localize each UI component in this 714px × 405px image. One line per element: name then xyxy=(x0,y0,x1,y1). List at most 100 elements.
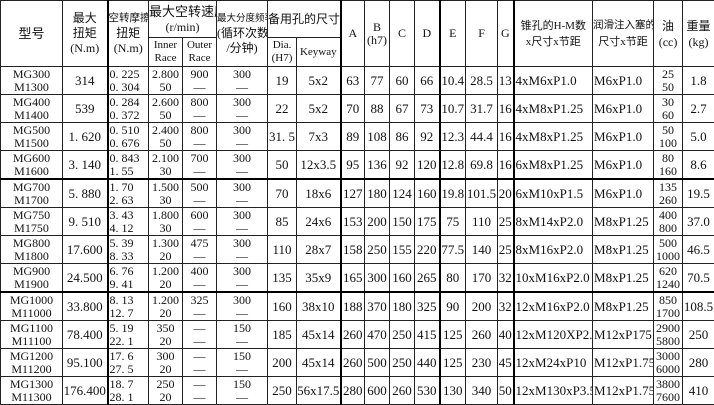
cell-tap: 4xM6xP1.0 xyxy=(514,67,593,95)
cell-outer: 500— xyxy=(183,179,217,208)
cell-G: 45 xyxy=(498,349,514,377)
cell-outer: 800— xyxy=(183,123,217,151)
cell-E: 125 xyxy=(440,349,466,377)
cell-keyway: 35x9 xyxy=(297,264,341,293)
col-oil: 油(cc) xyxy=(654,1,683,67)
cell-B: 250 xyxy=(365,236,390,264)
cell-G: 25 xyxy=(498,236,514,264)
cell-A: 158 xyxy=(341,236,365,264)
cell-keyway: 45x14 xyxy=(297,321,341,349)
cell-index: 300— xyxy=(217,95,268,123)
cell-outer: 325— xyxy=(183,292,217,321)
cell-dia: 22 xyxy=(268,95,297,123)
cell-index: 300— xyxy=(217,208,268,236)
cell-G: 20 xyxy=(498,179,514,208)
cell-outer: 600— xyxy=(183,208,217,236)
cell-tap: 10xM16xP2.0 xyxy=(514,264,593,293)
cell-tap: 4xM8xP1.25 xyxy=(514,95,593,123)
cell-A: 70 xyxy=(341,95,365,123)
cell-F: 69.8 xyxy=(466,151,498,180)
cell-A: 260 xyxy=(341,349,365,377)
cell-B: 108 xyxy=(365,123,390,151)
cell-C: 160 xyxy=(390,264,415,293)
cell-lube: M8xP1.25 xyxy=(593,264,654,293)
cell-torque: 5. 880 xyxy=(63,179,108,208)
cell-tap: 12xM24xP10 xyxy=(514,349,593,377)
cell-dia: 19 xyxy=(268,67,297,95)
cell-E: 80 xyxy=(440,264,466,293)
cell-dia: 250 xyxy=(268,377,297,405)
cell-outer: —— xyxy=(183,377,217,405)
cell-D: 530 xyxy=(415,377,440,405)
cell-outer: 700— xyxy=(183,151,217,180)
cell-lube: M6xP1.0 xyxy=(593,95,654,123)
cell-dia: 85 xyxy=(268,208,297,236)
col-weight: 重量(kg) xyxy=(683,1,714,67)
cell-D: 120 xyxy=(415,151,440,180)
cell-keyway: 24x6 xyxy=(297,208,341,236)
cell-B: 77 xyxy=(365,67,390,95)
cell-B: 300 xyxy=(365,264,390,293)
cell-B: 136 xyxy=(365,151,390,180)
cell-D: 415 xyxy=(415,321,440,349)
cell-torque: 17.600 xyxy=(63,236,108,264)
cell-keyway: 5x2 xyxy=(297,95,341,123)
cell-weight: 46.5 xyxy=(683,236,714,264)
cell-C: 260 xyxy=(390,377,415,405)
cell-lube: M6xP1.0 xyxy=(593,179,654,208)
cell-lube: M12xP1.75 xyxy=(593,377,654,405)
cell-F: 170 xyxy=(466,264,498,293)
cell-E: 12.8 xyxy=(440,151,466,180)
cell-B: 470 xyxy=(365,321,390,349)
cell-weight: 5.0 xyxy=(683,123,714,151)
cell-lube: M8xP1.25 xyxy=(593,292,654,321)
cell-lube: M8xP1.25 xyxy=(593,236,654,264)
cell-C: 150 xyxy=(390,208,415,236)
cell-torque: 314 xyxy=(63,67,108,95)
cell-G: 50 xyxy=(498,377,514,405)
cell-F: 110 xyxy=(466,208,498,236)
cell-E: 10.7 xyxy=(440,95,466,123)
cell-index: 300— xyxy=(217,123,268,151)
cell-keyway: 56x17.5 xyxy=(297,377,341,405)
cell-dia: 185 xyxy=(268,321,297,349)
col-model: 型号 xyxy=(1,1,63,67)
cell-lube: M12xP1.75 xyxy=(593,349,654,377)
cell-weight: 250 xyxy=(683,321,714,349)
col-g: G xyxy=(498,1,514,67)
cell-lube: M12xP175 xyxy=(593,321,654,349)
cell-A: 127 xyxy=(341,179,365,208)
cell-G: 13 xyxy=(498,67,514,95)
cell-lube: M6xP1.0 xyxy=(593,67,654,95)
cell-F: 230 xyxy=(466,349,498,377)
cell-weight: 280 xyxy=(683,349,714,377)
cell-A: 280 xyxy=(341,377,365,405)
cell-index: 150— xyxy=(217,377,268,405)
cell-A: 95 xyxy=(341,151,365,180)
